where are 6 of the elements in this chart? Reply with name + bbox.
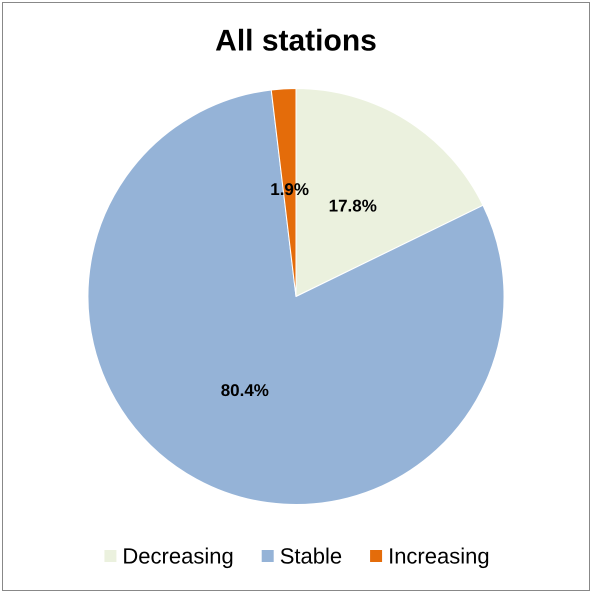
legend-label: Increasing — [388, 544, 490, 568]
data-label: 17.8% — [328, 196, 377, 216]
legend-label: Stable — [280, 544, 342, 568]
legend-label: Decreasing — [122, 544, 234, 568]
chart-title: All stations — [215, 24, 377, 58]
data-label: 80.4% — [220, 380, 269, 400]
